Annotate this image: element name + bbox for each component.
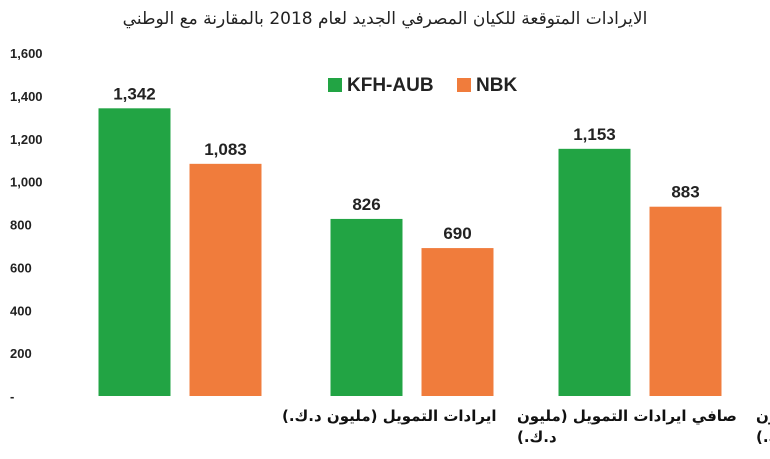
legend-label: KFH-AUB	[347, 75, 434, 96]
data-label: 883	[671, 183, 699, 202]
data-label: 1,342	[113, 84, 156, 103]
x-category-label: صافي ايرادات التمويل (مليون	[517, 407, 737, 425]
y-tick-label: 800	[10, 218, 32, 233]
x-category-label: ايرادات التمويل (مليون د.ك.)	[282, 407, 497, 425]
y-tick-label: 1,600	[10, 46, 43, 61]
data-label: 690	[443, 224, 471, 243]
bar-kfh-aub-1	[98, 108, 171, 396]
y-tick-label: 200	[10, 346, 32, 361]
y-tick-label: 600	[10, 260, 32, 275]
y-tick-label: 1,400	[10, 89, 43, 104]
bars	[98, 108, 722, 396]
bar-nbk-2	[421, 248, 494, 396]
data-label: 1,083	[204, 140, 247, 159]
legend-label: NBK	[476, 75, 517, 96]
x-category-label: اجمالي ايرادات التشغيل (مليون	[756, 407, 770, 425]
y-axis: - 200 400 600 800 1,000 1,200 1,400 1,600	[10, 46, 43, 404]
y-tick-label: 400	[10, 303, 32, 318]
legend-swatch	[457, 78, 471, 92]
y-tick-label: 1,000	[10, 175, 43, 190]
x-category-label: د.ك.)	[756, 428, 770, 446]
data-labels: 1,342 826 1,153 1,083 690 883	[113, 84, 699, 243]
legend: KFH-AUB NBK	[328, 75, 517, 96]
bar-kfh-aub-2	[330, 218, 403, 396]
legend-swatch	[328, 78, 342, 92]
bar-nbk-1	[189, 163, 262, 396]
bar-nbk-3	[649, 206, 722, 396]
chart-title: الايرادات المتوقعة للكيان المصرفي الجديد…	[123, 9, 648, 29]
x-axis: ايرادات التمويل (مليون د.ك.) صافي ايرادات…	[282, 407, 770, 446]
bar-kfh-aub-3	[558, 148, 631, 396]
y-tick-label: -	[10, 389, 14, 404]
data-label: 826	[352, 195, 380, 214]
x-category-label: د.ك.)	[517, 428, 557, 446]
y-tick-label: 1,200	[10, 132, 43, 147]
data-label: 1,153	[573, 125, 616, 144]
